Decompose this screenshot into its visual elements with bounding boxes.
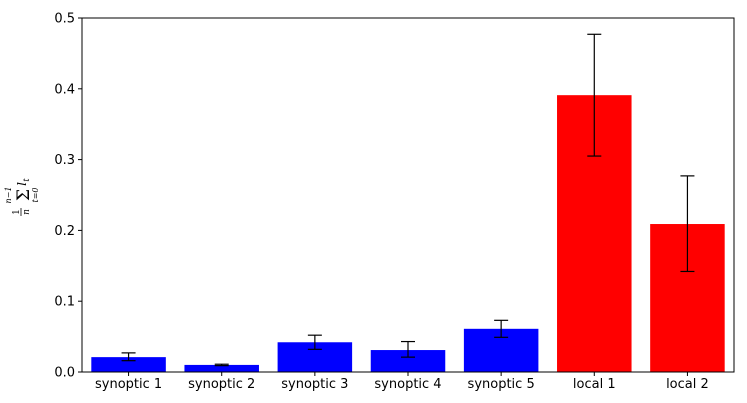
y-axis-label-part: 1 [12,209,22,215]
x-tick-label: synoptic 5 [468,377,535,392]
x-tick-label: synoptic 2 [188,377,255,392]
error-bar-local-2 [680,175,695,273]
x-tick-label: local 2 [666,377,709,392]
error-bar-synoptic-4 [401,340,415,358]
y-tick-label: 0.1 [54,295,75,310]
x-tick-label: local 1 [573,377,616,392]
y-axis-label-part: t [22,178,31,182]
error-bar-synoptic-5 [494,319,509,338]
error-bar-local-1 [587,33,602,157]
x-tick-label: synoptic 3 [281,377,348,392]
x-tick-label: synoptic 4 [374,377,441,392]
y-axis-label-part: Σ [14,189,34,201]
bar-synoptic-2 [184,364,259,372]
bar-synoptic-1 [91,357,166,372]
y-axis-label-math: 1 n n−1 Σt=0lt [4,178,40,216]
y-tick-label: 0.2 [54,224,75,239]
x-ticks-group: synoptic 1 synoptic 2 synoptic 3 synoptic 4… [95,372,709,392]
y-tick-label: 0.4 [54,82,75,97]
bars-group [91,95,725,372]
y-axis-label-part: l [15,182,29,186]
error-bar-synoptic-3 [307,334,322,350]
plot-frame [81,17,735,373]
y-ticks-group: 0.0 0.1 0.2 0.3 0.4 0.5 [54,12,82,381]
error-bar-synoptic-1 [121,352,136,362]
x-tick-label: synoptic 1 [95,377,162,392]
y-axis-label-part: n−1 [4,187,13,204]
y-tick-label: 0.0 [54,366,75,381]
y-axis-label-part: t=0 [31,187,40,202]
y-axis-label-part: n [22,209,32,215]
y-axis-label: 1 n n−1 Σt=0lt [4,178,40,216]
error-bar-synoptic-2 [214,363,229,367]
y-tick-label: 0.3 [54,153,75,168]
y-tick-label: 0.5 [54,12,75,27]
bar-synoptic-4 [370,350,446,372]
error-bars-group [121,33,695,367]
